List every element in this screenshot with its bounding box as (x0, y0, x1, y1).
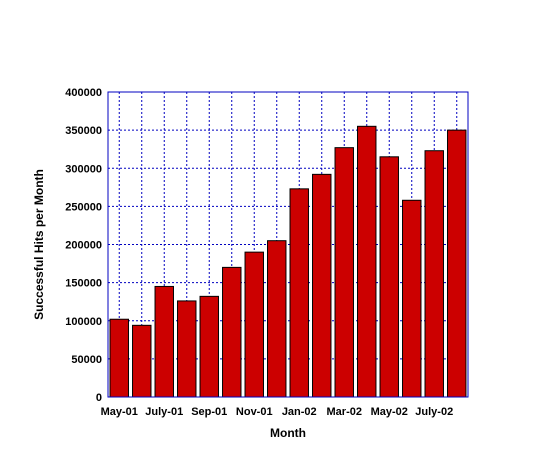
bar-apr-02 (357, 125, 377, 398)
y-tick-label: 200000 (65, 240, 102, 252)
bar-aug-01 (177, 300, 197, 398)
bar-july-01 (154, 285, 174, 398)
x-tick-label: Jan-02 (282, 406, 317, 418)
y-tick-label: 250000 (65, 201, 102, 213)
x-tick-label: Nov-01 (236, 406, 273, 418)
x-axis-title: Month (270, 426, 306, 440)
y-tick-label: 50000 (71, 354, 102, 366)
bar-may-01 (109, 318, 129, 398)
x-tick-label: Sep-01 (191, 406, 227, 418)
y-tick-label: 350000 (65, 125, 102, 137)
x-tick-label: July-02 (415, 406, 453, 418)
x-tick-label: July-01 (145, 406, 183, 418)
bar-sep-01 (199, 295, 219, 398)
y-tick-label: 400000 (65, 87, 102, 99)
y-tick-label: 300000 (65, 163, 102, 175)
y-tick-label: 0 (96, 392, 102, 404)
bar-nov-01 (244, 251, 264, 398)
bar-jan-02 (289, 188, 309, 398)
bar-oct-01 (222, 266, 242, 398)
bar-mar-02 (334, 147, 354, 398)
x-tick-label: Mar-02 (327, 406, 362, 418)
x-axis-ticks: May-01 July-01 Sep-01 Nov-01 Jan-02 Mar-02 May… (101, 406, 454, 418)
y-tick-label: 150000 (65, 278, 102, 290)
y-axis-ticks: 0 50000 100000 150000 200000 250000 300000 3500… (65, 87, 102, 404)
x-tick-label: May-02 (371, 406, 408, 418)
bars (109, 125, 467, 398)
y-axis-title: Successful Hits per Month (32, 169, 46, 320)
y-tick-label: 100000 (65, 316, 102, 328)
bar-dec-01 (267, 240, 287, 398)
bar-july-02 (424, 150, 444, 398)
bar-may-02 (379, 156, 399, 398)
plot-frame (107, 91, 469, 398)
x-tick-label: May-01 (101, 406, 138, 418)
bar-jun-02 (402, 199, 422, 398)
bar-jun-01 (132, 324, 152, 398)
bar-aug-02 (447, 129, 467, 398)
bar-feb-02 (312, 173, 332, 398)
